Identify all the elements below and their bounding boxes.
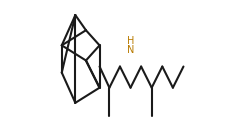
Text: H
N: H N bbox=[127, 36, 134, 55]
